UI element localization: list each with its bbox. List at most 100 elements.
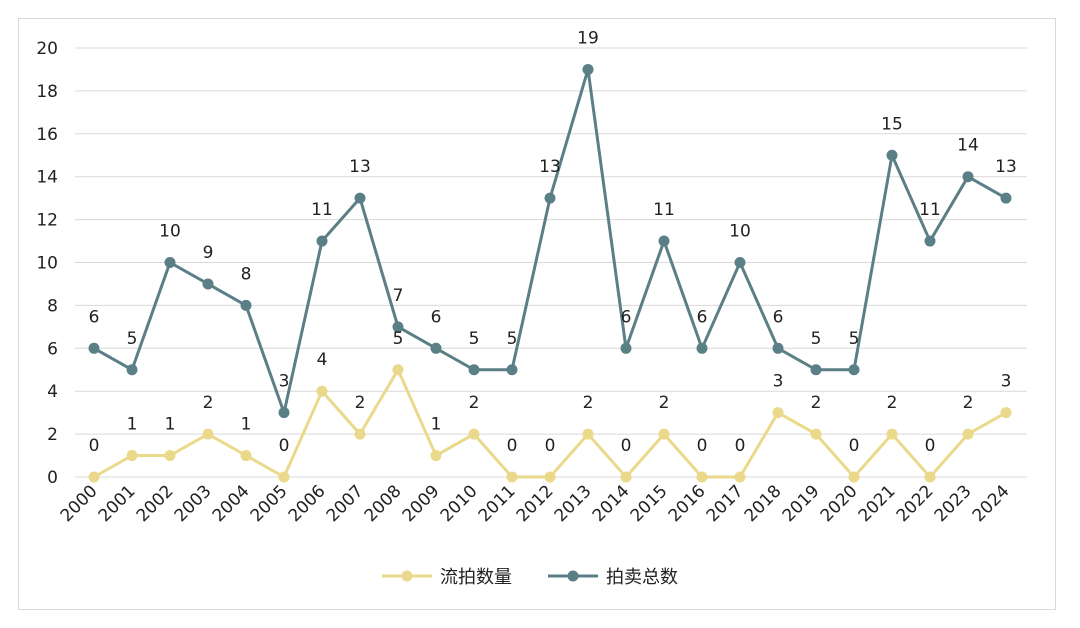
legend[interactable]: 流拍数量 拍卖总数: [382, 567, 678, 588]
data-point: [810, 364, 822, 376]
data-label: 6: [89, 307, 100, 327]
data-label: 0: [735, 436, 746, 456]
series-lines: [88, 63, 1012, 483]
data-label: 11: [653, 200, 675, 220]
data-point: [582, 428, 594, 440]
legend-marker: [567, 570, 579, 582]
data-label: 5: [507, 329, 518, 349]
x-tick-label: 2000: [57, 481, 102, 526]
data-point: [734, 257, 746, 268]
data-point: [240, 450, 252, 462]
x-axis-ticks: 2000200120022003200420052006200720082009…: [57, 481, 1014, 526]
data-point: [506, 471, 518, 483]
data-point: [848, 364, 860, 376]
data-point: [278, 471, 290, 483]
data-point: [392, 364, 404, 376]
data-label: 5: [849, 329, 860, 349]
data-point: [316, 385, 328, 397]
data-label: 2: [887, 393, 898, 413]
data-point: [810, 428, 822, 440]
x-tick-label: 2020: [817, 481, 862, 526]
x-tick-label: 2001: [95, 481, 140, 526]
data-label: 2: [583, 393, 594, 413]
data-point: [924, 471, 936, 483]
data-label: 0: [925, 436, 936, 456]
x-tick-label: 2008: [361, 481, 406, 526]
y-tick-label: 4: [47, 382, 58, 402]
data-label: 1: [241, 415, 252, 435]
data-label: 10: [159, 222, 181, 242]
data-label: 1: [165, 415, 176, 435]
series-line: [93, 67, 1007, 415]
data-point: [734, 471, 746, 483]
data-label: 2: [963, 393, 974, 413]
x-tick-label: 2002: [133, 481, 178, 526]
data-point: [164, 257, 176, 268]
data-point: [88, 471, 100, 483]
x-tick-label: 2024: [969, 481, 1014, 526]
data-point: [1000, 407, 1012, 419]
series-line: [93, 368, 1007, 479]
chart-frame: [18, 18, 1056, 610]
data-label: 2: [659, 393, 670, 413]
data-label: 3: [773, 372, 784, 392]
data-label: 0: [89, 436, 100, 456]
data-point: [392, 321, 404, 333]
data-point: [468, 428, 480, 440]
x-tick-label: 2023: [931, 481, 976, 526]
x-tick-label: 2011: [475, 481, 520, 526]
data-label: 15: [881, 114, 903, 134]
data-point: [696, 471, 708, 483]
data-label: 2: [203, 393, 214, 413]
x-tick-label: 2010: [437, 481, 482, 526]
data-label: 8: [241, 264, 252, 284]
y-tick-label: 18: [36, 82, 58, 102]
data-point: [88, 342, 100, 354]
data-label: 7: [393, 286, 404, 306]
data-label: 6: [431, 307, 442, 327]
data-point: [126, 364, 138, 376]
x-tick-label: 2004: [209, 481, 254, 526]
data-point: [924, 235, 936, 247]
data-label: 11: [919, 200, 941, 220]
data-label: 2: [811, 393, 822, 413]
x-tick-label: 2019: [779, 481, 824, 526]
y-tick-label: 8: [47, 296, 58, 316]
x-tick-label: 2014: [589, 481, 634, 526]
data-point: [544, 471, 556, 483]
data-label: 13: [995, 157, 1017, 177]
data-point: [354, 192, 366, 204]
data-label: 5: [393, 329, 404, 349]
data-point: [240, 299, 252, 311]
y-tick-label: 2: [47, 425, 58, 445]
gridlines: [75, 47, 1027, 478]
data-point: [430, 342, 442, 354]
legend-item[interactable]: 拍卖总数: [548, 567, 678, 588]
x-tick-label: 2003: [171, 481, 216, 526]
data-point: [430, 450, 442, 462]
data-label: 0: [621, 436, 632, 456]
legend-marker: [401, 570, 413, 582]
y-tick-label: 6: [47, 339, 58, 359]
data-point: [506, 364, 518, 376]
data-label: 13: [349, 157, 371, 177]
data-point: [658, 428, 670, 440]
data-point: [354, 428, 366, 440]
data-point: [886, 149, 898, 161]
legend-item[interactable]: 流拍数量: [382, 567, 512, 588]
data-point: [316, 235, 328, 247]
data-point: [468, 364, 480, 376]
data-point: [582, 63, 594, 75]
data-label: 5: [811, 329, 822, 349]
x-tick-label: 2021: [855, 481, 900, 526]
x-tick-label: 2006: [285, 481, 330, 526]
data-label: 19: [577, 28, 599, 48]
y-tick-label: 10: [36, 254, 58, 274]
x-tick-label: 2012: [513, 481, 558, 526]
data-label: 1: [127, 415, 138, 435]
data-label: 3: [279, 372, 290, 392]
data-point: [620, 342, 632, 354]
y-tick-label: 12: [36, 211, 58, 231]
